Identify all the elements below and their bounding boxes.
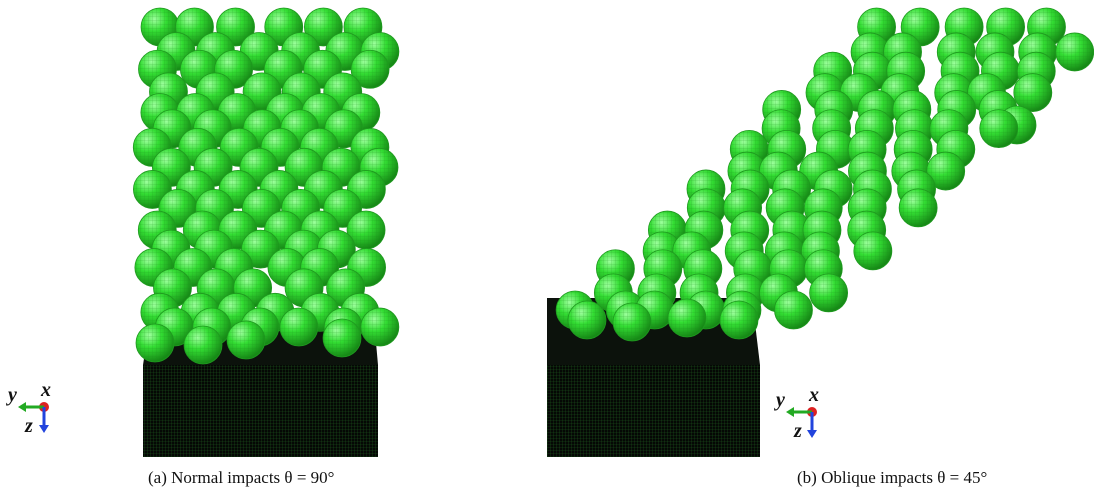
particle-cloud (132, 7, 400, 365)
particle-mesh (360, 308, 399, 347)
y-axis-label: y (6, 384, 17, 406)
particle-cloud (555, 7, 1094, 342)
oblique-impact-scene: y x z (547, 7, 1094, 457)
particle-mesh (136, 324, 174, 362)
y-axis-label: y (774, 389, 785, 411)
z-axis-label: z (24, 415, 33, 437)
particle-mesh (351, 50, 390, 89)
particle-mesh (1013, 73, 1052, 112)
target-block-front (547, 365, 760, 457)
panel-normal-impacts: y x z (a) Normal impacts θ = 90° (6, 7, 400, 487)
caption-oblique-impacts: (b) Oblique impacts θ = 45° (797, 468, 988, 487)
y-axis-arrowhead (18, 402, 26, 412)
particle-mesh (979, 109, 1018, 148)
z-axis-label: z (793, 420, 802, 442)
particle-mesh (568, 301, 606, 339)
particle-mesh (323, 319, 361, 357)
axis-triad: y x z (6, 379, 51, 437)
x-axis-label: x (40, 379, 51, 401)
particle-mesh (809, 273, 848, 312)
particle-mesh (347, 211, 386, 250)
particle-mesh (720, 301, 758, 339)
particle-mesh (613, 303, 651, 341)
particle-mesh (184, 326, 222, 364)
panel-oblique-impacts: y x z (b) Oblique impacts θ = 45° (547, 0, 1094, 495)
z-axis-arrowhead (39, 425, 49, 433)
particle-mesh (227, 321, 265, 359)
particle-mesh (853, 231, 892, 270)
y-axis-arrowhead (786, 407, 794, 417)
caption-normal-impacts: (a) Normal impacts θ = 90° (148, 468, 335, 487)
particle-mesh (926, 152, 965, 191)
z-axis-arrowhead (807, 430, 817, 438)
particle-mesh (774, 291, 813, 330)
target-block-front (143, 365, 378, 457)
particle-mesh (1055, 32, 1094, 71)
normal-impact-scene: y x z (6, 7, 400, 457)
axis-triad: y x z (774, 384, 819, 442)
particle-mesh (279, 308, 318, 347)
particle-mesh (899, 188, 938, 227)
x-axis-label: x (808, 384, 819, 406)
particle-mesh (668, 299, 706, 337)
